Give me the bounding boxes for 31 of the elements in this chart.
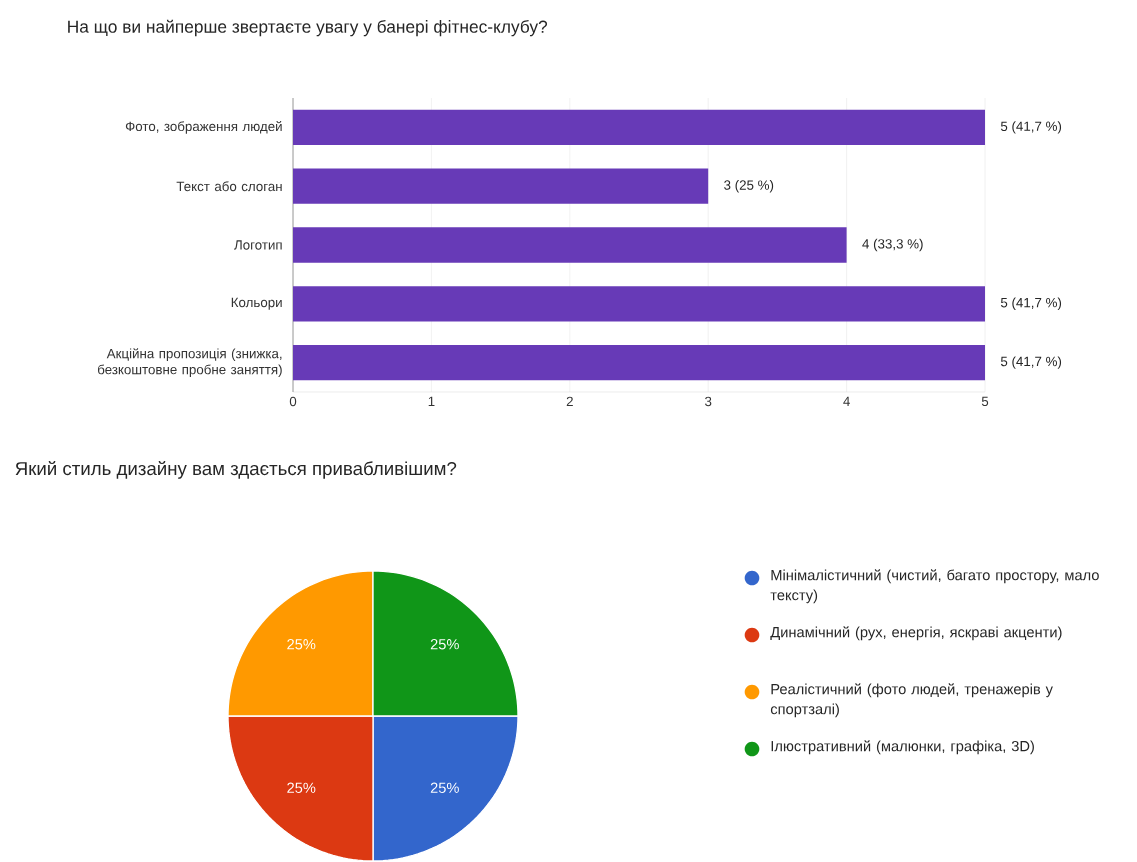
y-tick-label: Акційна пропозиція (знижка, безкоштовне пробне заняття) [97,348,282,377]
data-label: 25% [430,782,459,793]
data-label: 25% [430,639,459,650]
x-tick-label: 5 [981,396,989,407]
legend-label: Мінімалістичний (чистий, багато простору, мало тексту) [770,569,1099,604]
data-label: 25% [287,782,316,793]
y-tick-label: Фото, зображення людей [125,121,282,134]
legend-label: Реалістичний (фото людей, тренажерів у спортзалі) [770,683,1053,718]
bar [293,109,986,146]
x-tick-label: 0 [289,396,297,407]
y-tick-label: Кольори [231,297,282,310]
bar [293,344,986,381]
x-tick-label: 3 [705,396,712,407]
data-label: 4 (33,3 %) [862,238,923,252]
chart-title: На що ви найперше звертаєте увагу у банері фітнес-клубу? [68,19,548,37]
y-tick-label: Логотип [234,240,282,250]
data-label: 5 (41,7 %) [1000,356,1062,369]
data-label: 3 (25 %) [724,179,774,193]
x-tick-label: 4 [843,396,850,406]
legend-label: Динамічний (рух, енергія, яскраві акценти) [770,626,1062,641]
data-label: 25% [287,639,316,650]
data-label: 5 (41,7 %) [1000,121,1062,134]
x-tick-label: 1 [428,396,435,406]
bar [293,286,986,322]
data-label: 5 (41,7 %) [1000,297,1062,311]
chart-title: Який стиль дизайну вам здається привабливішим? [15,461,457,479]
x-tick-label: 2 [566,396,573,407]
bar [293,168,709,204]
bar [293,227,847,263]
y-tick-label: Текст або слоган [176,181,282,192]
legend-label: Ілюстративний (малюнки, графіка, 3D) [771,740,1034,755]
